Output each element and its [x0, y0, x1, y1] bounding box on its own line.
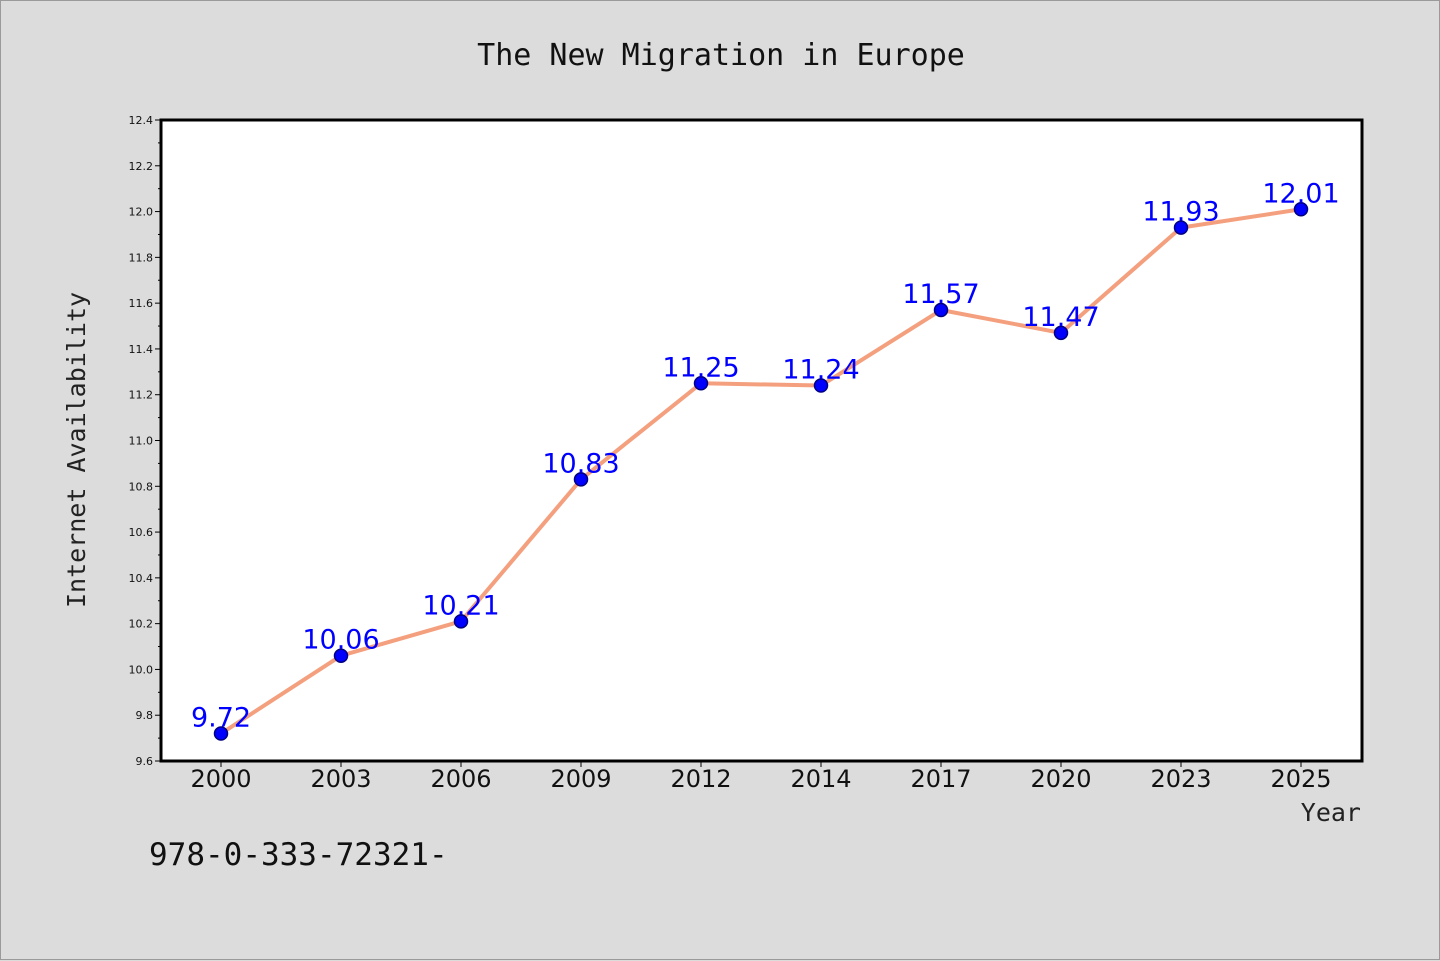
- data-point: [693, 376, 709, 391]
- data-label: 11.47: [1022, 302, 1099, 333]
- x-tick-label: 2014: [790, 765, 851, 793]
- y-tick-label: 9.6: [136, 755, 154, 768]
- data-point: [813, 378, 829, 393]
- y-tick-label: 10.4: [129, 572, 154, 585]
- x-tick-label: 2003: [310, 765, 371, 793]
- series-polyline: [219, 207, 1302, 736]
- x-tick-label: 2006: [430, 765, 491, 793]
- y-tick-label: 11.4: [129, 343, 154, 356]
- y-axis-label: Internet Availability: [62, 292, 91, 608]
- x-tick-label: 2017: [910, 765, 971, 793]
- data-point: [1173, 220, 1189, 235]
- footnote-isbn: 978-0-333-72321-: [149, 837, 448, 873]
- y-tick-label: 12.0: [129, 206, 154, 219]
- data-points: [213, 202, 1309, 741]
- y-axis: 9.6 9.8 10.0 10.2 10.4 10.6 10.8 11.0 11.2 11.4 11…: [129, 114, 161, 768]
- x-tick-label: 2009: [550, 765, 611, 793]
- data-label: 10.83: [542, 448, 619, 479]
- y-tick-label: 10.8: [129, 480, 154, 493]
- data-label: 11.25: [662, 352, 739, 383]
- x-tick-label: 2000: [190, 765, 251, 793]
- y-tick-label: 11.6: [129, 297, 154, 310]
- data-label: 10.06: [302, 625, 379, 656]
- data-point: [1293, 202, 1309, 217]
- data-point: [933, 302, 949, 318]
- data-point: [1053, 325, 1069, 341]
- series-line: [219, 207, 1302, 736]
- data-label: 11.93: [1142, 197, 1219, 228]
- data-label: 10.21: [422, 590, 499, 621]
- y-tick-label: 12.2: [129, 160, 154, 173]
- chart-title: The New Migration in Europe: [477, 38, 965, 73]
- data-label: 11.24: [782, 355, 859, 386]
- y-tick-label: 12.4: [129, 114, 154, 127]
- y-tick-label: 11.8: [129, 251, 154, 264]
- data-labels: 9.72 10.06 10.21 10.83 11.25 11.24 11.57 11.47 1…: [191, 178, 1340, 733]
- data-label: 11.57: [902, 279, 979, 310]
- y-tick-label: 10.2: [129, 618, 154, 631]
- plot-area: [159, 118, 1364, 763]
- data-point: [213, 726, 229, 741]
- x-tick-label: 2025: [1270, 765, 1331, 793]
- y-tick-label: 9.8: [136, 709, 154, 722]
- data-point: [573, 472, 589, 487]
- y-tick-label: 11.2: [129, 389, 154, 402]
- data-label: 12.01: [1262, 178, 1339, 209]
- data-point: [333, 648, 349, 663]
- x-axis-label: Year: [1301, 798, 1361, 827]
- x-tick-label: 2023: [1150, 765, 1211, 793]
- y-tick-label: 10.0: [129, 663, 154, 676]
- y-tick-label: 11.0: [129, 435, 154, 448]
- y-tick-label: 10.6: [129, 526, 154, 539]
- x-axis: 2000 2003 2006 2009 2012 2014 2017 2020 2023 2025: [190, 761, 1332, 793]
- data-label: 9.72: [191, 703, 251, 734]
- data-point: [453, 614, 469, 629]
- x-tick-label: 2012: [670, 765, 731, 793]
- x-tick-label: 2020: [1030, 765, 1091, 793]
